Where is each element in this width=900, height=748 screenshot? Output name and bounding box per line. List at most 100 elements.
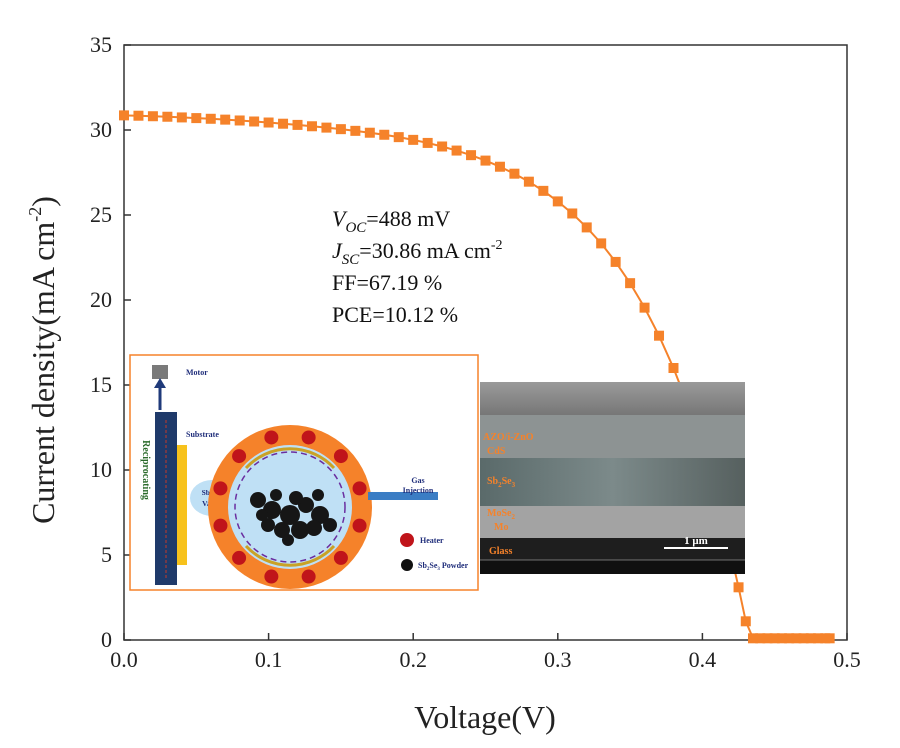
- data-point: [668, 363, 679, 373]
- substrate-label: Substrate: [186, 430, 219, 439]
- data-point: [791, 633, 802, 644]
- x-tick-label: 0.5: [833, 647, 861, 672]
- heater-dot: [264, 569, 279, 584]
- heater-legend-dot: [400, 533, 414, 547]
- reciprocating-rail: [155, 412, 177, 585]
- powder-particle: [280, 505, 300, 525]
- data-point: [119, 110, 129, 121]
- sem-cds-label: CdS: [487, 446, 506, 457]
- gas-label-2: Injection: [403, 486, 434, 495]
- powder-particle: [256, 509, 268, 521]
- gas-injection-pipe: [368, 492, 438, 500]
- plot-frame: [123, 44, 848, 641]
- motor-box: [152, 365, 168, 379]
- heater-dot: [301, 430, 316, 445]
- reciprocating-label: Reciprocating: [140, 440, 151, 500]
- sem-glass-label: Glass: [489, 546, 512, 557]
- x-tick-label: 0.3: [544, 647, 572, 672]
- powder-particle: [306, 520, 322, 536]
- data-point: [798, 633, 809, 644]
- x-tick-label: 0.4: [689, 647, 717, 672]
- x-tick-label: 0.0: [110, 647, 138, 672]
- sem-scale-label: 1 μm: [684, 535, 708, 547]
- data-point: [466, 150, 477, 161]
- deposition-schematic-inset: Motor Substrate Reciprocating Sb2Se3 Vap…: [129, 354, 479, 591]
- powder-particle: [274, 522, 290, 538]
- data-point: [784, 633, 795, 644]
- powder-particle: [311, 506, 329, 524]
- gas-label-1: Gas: [411, 476, 424, 485]
- sem-glass-layer: [480, 538, 745, 560]
- data-point: [567, 208, 578, 219]
- powder-particle: [323, 518, 337, 532]
- data-point: [639, 302, 650, 313]
- powder-particles: [250, 489, 337, 546]
- y-tick-label: 30: [90, 117, 112, 142]
- data-point: [581, 222, 592, 233]
- chamber-baffle-bottom: [244, 544, 336, 567]
- data-point: [755, 633, 766, 644]
- substrate-plate: [177, 445, 187, 565]
- powder-particle: [291, 521, 309, 539]
- data-point: [234, 115, 245, 126]
- data-point: [176, 112, 187, 123]
- powder-particle: [312, 489, 324, 501]
- heater-dot: [333, 449, 348, 464]
- chamber-rotation-path: [234, 451, 346, 563]
- data-point: [654, 330, 665, 341]
- data-point: [523, 176, 534, 187]
- sem-mo-layer: [480, 506, 745, 538]
- jsc-label: JSC=30.86 mA cm-2: [332, 238, 503, 268]
- data-point: [813, 633, 824, 644]
- chamber-baffle-top: [244, 447, 336, 470]
- y-tick-label: 10: [90, 457, 112, 482]
- sem-mose-label: MoSe2: [487, 508, 515, 521]
- data-point: [596, 238, 607, 249]
- powder-particle: [289, 491, 303, 505]
- data-point: [350, 125, 361, 136]
- x-tick-label: 0.1: [255, 647, 283, 672]
- motor-label: Motor: [186, 368, 208, 377]
- y-tick-label: 20: [90, 287, 112, 312]
- sem-cross-section-inset: AZO/i-ZnO CdS Sb2Se3 MoSe2 Mo Glass 1 μm: [480, 382, 745, 574]
- y-tick-label: 25: [90, 202, 112, 227]
- data-point: [306, 121, 317, 132]
- voc-label: VOC=488 mV: [332, 206, 450, 236]
- series-points-group: [119, 110, 835, 644]
- data-point: [762, 633, 773, 644]
- data-point: [147, 111, 158, 122]
- data-point: [292, 119, 303, 130]
- heater-dot: [232, 449, 247, 464]
- y-tick-label: 5: [101, 542, 112, 567]
- x-axis-ticks: 0.0 0.1 0.2 0.3 0.4 0.5: [110, 633, 861, 672]
- data-point: [509, 168, 520, 179]
- data-point: [379, 129, 390, 140]
- data-point: [824, 633, 835, 644]
- data-point: [335, 124, 346, 135]
- powder-particle: [261, 518, 275, 532]
- x-tick-label: 0.2: [399, 647, 427, 672]
- sem-absorber-layer: [480, 458, 745, 508]
- ff-label: FF=67.19 %: [332, 270, 442, 295]
- data-point: [408, 134, 419, 145]
- sem-mo-label: Mo: [494, 522, 508, 533]
- y-axis-title: Current density(mA cm-2): [25, 196, 61, 524]
- data-point: [249, 116, 260, 127]
- heater-dot: [264, 430, 279, 445]
- y-tick-label: 35: [90, 32, 112, 57]
- pce-label: PCE=10.12 %: [332, 302, 458, 327]
- data-point: [538, 185, 549, 196]
- data-point: [494, 161, 505, 172]
- sem-sbse-label: Sb2Se3: [487, 476, 516, 489]
- data-point: [740, 616, 751, 627]
- sem-info-bar: [480, 560, 745, 574]
- data-point: [205, 113, 216, 124]
- sem-azo-label: AZO/i-ZnO: [483, 432, 534, 443]
- data-point: [610, 256, 621, 267]
- data-point: [220, 114, 231, 125]
- powder-particle: [250, 492, 266, 508]
- data-point: [263, 117, 274, 128]
- y-tick-label: 15: [90, 372, 112, 397]
- heater-dot: [352, 481, 367, 496]
- data-point: [393, 132, 404, 143]
